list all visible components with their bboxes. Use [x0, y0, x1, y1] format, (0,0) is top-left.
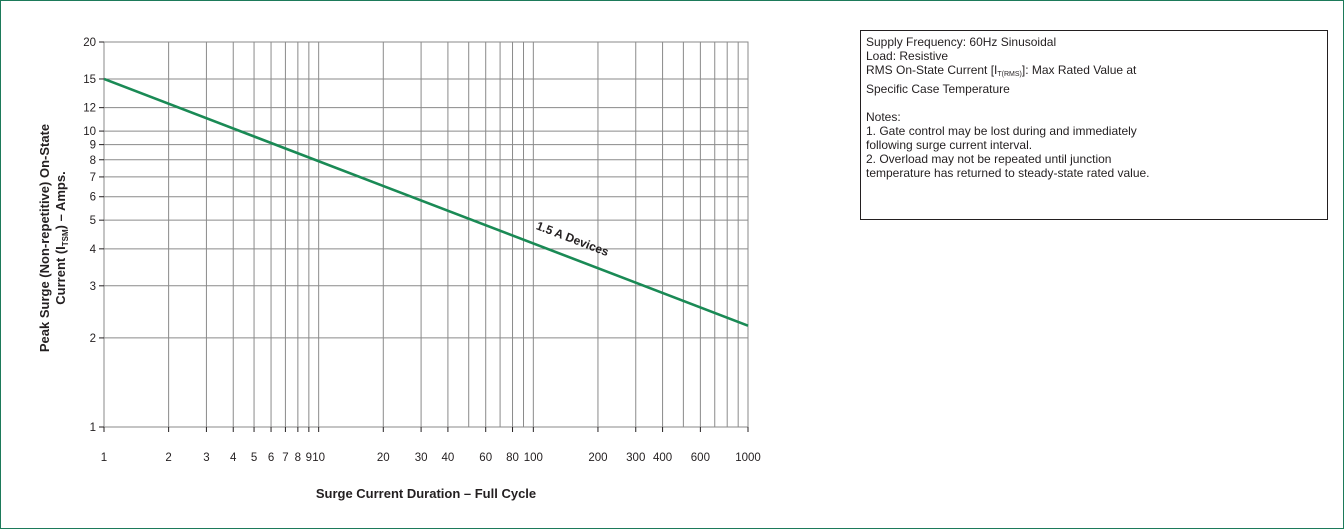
x-tick-label: 8: [295, 452, 301, 464]
y-tick-label: 10: [83, 126, 96, 138]
rms-current-text-line2: Specific Case Temperature: [866, 82, 1010, 96]
y-tick-label: 2: [90, 333, 96, 345]
x-tick-label: 20: [377, 452, 390, 464]
conditions-notes-box: Supply Frequency: 60Hz Sinusoidal Load: …: [860, 30, 1328, 220]
x-tick-label: 1: [101, 452, 107, 464]
y-axis-title-line1: Peak Surge (Non-repetitive) On-State: [37, 124, 52, 352]
y-tick-label: 20: [83, 37, 96, 49]
y-tick-label: 1: [90, 422, 96, 434]
x-tick-label: 1000: [735, 452, 761, 464]
series-lines: [103, 77, 749, 327]
x-gridlines: [103, 42, 749, 427]
rms-current-text: RMS On-State Current [IT(RMS)]: Max Rate…: [866, 63, 1137, 78]
annotations: 1.5 A Devices: [534, 219, 611, 260]
x-tick-label: 600: [691, 452, 710, 464]
x-tick-label: 10: [312, 452, 325, 464]
note-line: temperature has returned to steady-state…: [866, 166, 1150, 180]
x-tick-label: 2: [165, 452, 171, 464]
x-tick-label: 7: [282, 452, 288, 464]
y-gridlines: [104, 41, 748, 428]
series-line: [103, 77, 749, 327]
load-text: Load: Resistive: [866, 49, 949, 63]
x-tick-label: 3: [203, 452, 209, 464]
y-tick-label: 7: [90, 172, 96, 184]
x-tick-label: 4: [230, 452, 237, 464]
x-tick-label: 60: [479, 452, 492, 464]
note-line: following surge current interval.: [866, 138, 1033, 152]
x-tick-label: 100: [524, 452, 543, 464]
x-tick-label: 6: [268, 452, 274, 464]
x-tick-label: 5: [251, 452, 257, 464]
series-annotation: 1.5 A Devices: [534, 219, 611, 260]
x-axis-title: Surge Current Duration – Full Cycle: [316, 486, 536, 501]
x-tick-label: 80: [506, 452, 519, 464]
x-tick-label: 400: [653, 452, 672, 464]
y-tick-label: 4: [90, 244, 97, 256]
y-tick-label: 5: [90, 215, 96, 227]
y-tick-label: 8: [90, 155, 96, 167]
x-tick-label: 300: [626, 452, 645, 464]
axes: [99, 41, 749, 432]
y-tick-label: 12: [83, 103, 96, 115]
y-axis-title-line2: Current (ITSM) – Amps.: [53, 171, 70, 304]
x-tick-label: 40: [442, 452, 455, 464]
y-tick-label: 3: [90, 281, 96, 293]
note-line: 1. Gate control may be lost during and i…: [866, 124, 1137, 138]
y-tick-label: 15: [83, 74, 96, 86]
note-line: 2. Overload may not be repeated until ju…: [866, 152, 1112, 166]
notes-title: Notes:: [866, 110, 901, 124]
supply-frequency-text: Supply Frequency: 60Hz Sinusoidal: [866, 35, 1057, 49]
y-axis-title: Peak Surge (Non-repetitive) On-State Cur…: [37, 124, 70, 352]
y-tick-label: 6: [90, 192, 96, 204]
plot-area-border: [103, 41, 749, 428]
x-tick-labels: 1 2 3 4 5 6 7 8 9 10 20 30 40 60 80 100 200 300 400 600 1000: [101, 452, 761, 464]
x-tick-label: 30: [415, 452, 428, 464]
x-tick-label: 200: [588, 452, 607, 464]
y-tick-label: 9: [90, 140, 96, 152]
x-tick-label: 9: [306, 452, 312, 464]
